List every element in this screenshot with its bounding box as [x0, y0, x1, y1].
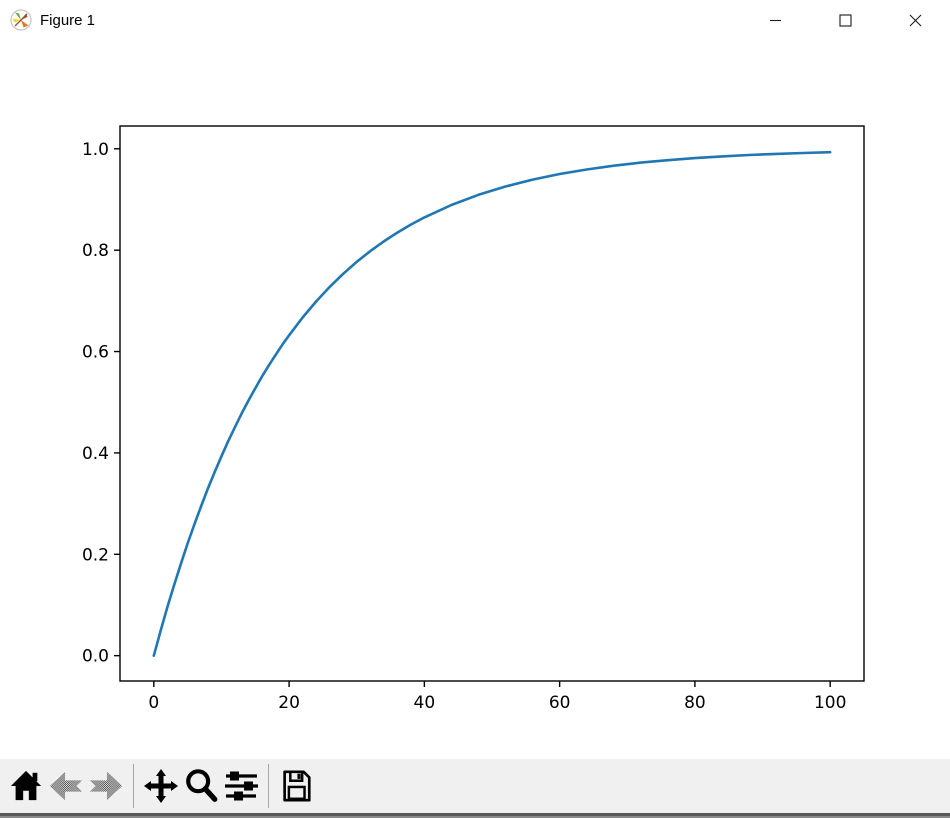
save-floppy-icon	[283, 770, 311, 802]
y-axis-tick-label: 0.6	[82, 343, 109, 363]
close-icon	[909, 14, 921, 26]
zoom-magnifier-icon	[186, 769, 218, 802]
save-button[interactable]	[276, 763, 316, 809]
back-button[interactable]	[46, 763, 86, 809]
home-button[interactable]	[6, 763, 46, 809]
toolbar-separator	[268, 764, 269, 808]
toolbar-separator	[133, 764, 134, 808]
sliders-icon	[225, 771, 258, 801]
x-axis-tick-label: 20	[278, 693, 300, 713]
maximize-icon	[838, 13, 852, 27]
window-bottom-edge	[0, 813, 950, 818]
x-axis-tick-label: 0	[148, 693, 159, 713]
title-bar[interactable]: Figure 1	[0, 0, 950, 40]
x-axis-tick-label: 60	[549, 693, 571, 713]
curve-line	[152, 150, 832, 657]
pan-arrows-icon	[144, 769, 178, 803]
forward-arrow-icon	[89, 771, 123, 801]
window-title: Figure 1	[40, 11, 96, 29]
figure-canvas[interactable]: 0 20 40 60 80 100 0.0 0.2 0.4 0.6 0.8 1.0	[0, 40, 950, 759]
y-axis-tick-label: 0.2	[82, 545, 109, 565]
x-axis-tick-label: 80	[684, 693, 706, 713]
y-axis-tick-label: 0.0	[82, 647, 109, 667]
y-axis-tick-label: 0.4	[82, 444, 109, 464]
plot-border	[119, 125, 865, 682]
back-arrow-icon	[49, 771, 83, 801]
navigation-toolbar	[0, 759, 950, 813]
minimize-button[interactable]	[740, 0, 810, 40]
minimize-icon	[769, 19, 781, 21]
zoom-button[interactable]	[181, 763, 221, 809]
forward-button[interactable]	[86, 763, 126, 809]
canvas-area: 0 20 40 60 80 100 0.0 0.2 0.4 0.6 0.8 1.0	[0, 40, 950, 759]
x-axis-tick-label: 100	[814, 693, 846, 713]
pan-button[interactable]	[141, 763, 181, 809]
x-axis-tick-label: 40	[414, 693, 436, 713]
y-axis-tick-label: 1.0	[82, 140, 109, 160]
y-axis-tick-label: 0.8	[82, 241, 109, 261]
configure-subplots-button[interactable]	[221, 763, 261, 809]
maximize-button[interactable]	[810, 0, 880, 40]
matplotlib-logo-icon	[10, 9, 32, 31]
close-button[interactable]	[880, 0, 950, 40]
home-icon	[10, 770, 42, 801]
